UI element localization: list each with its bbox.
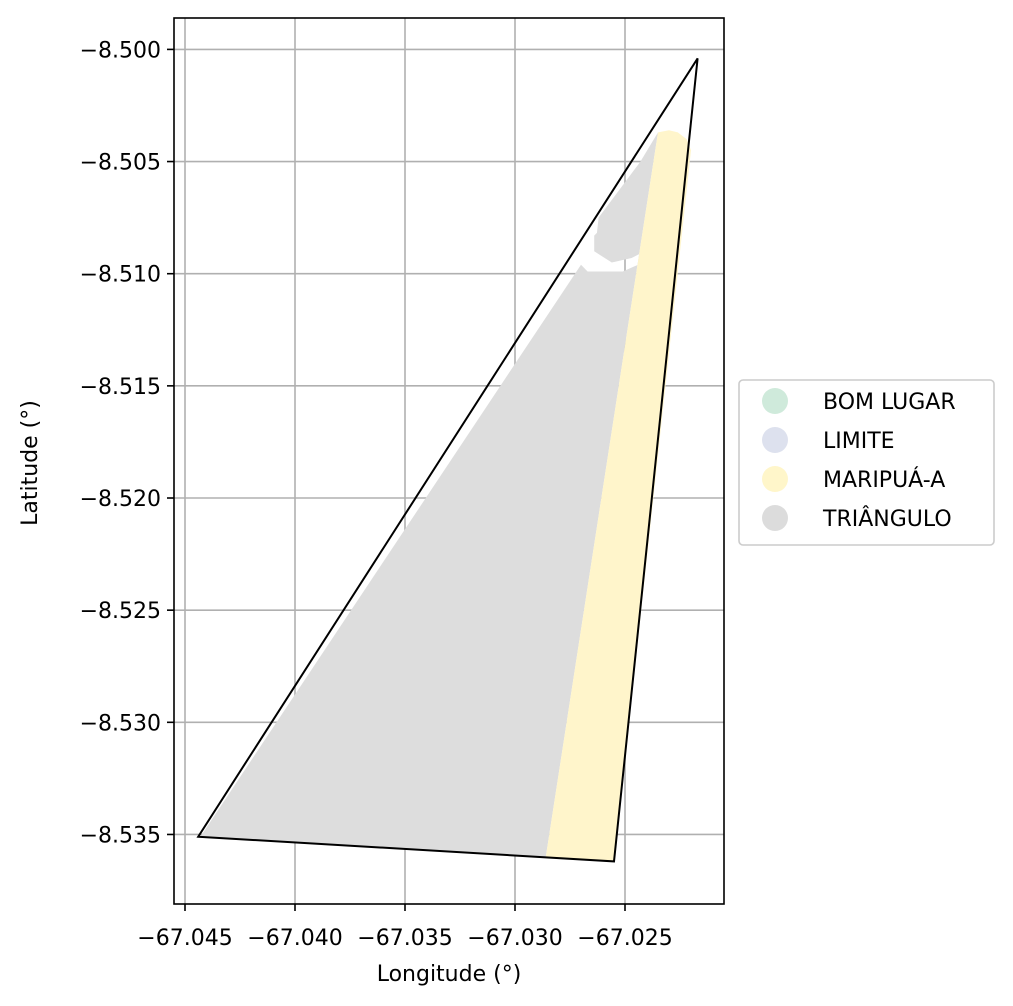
y-tick-label: −8.520: [80, 487, 161, 512]
region-triangulo: [200, 132, 658, 857]
legend-label: BOM LUGAR: [823, 390, 956, 415]
y-tick-label: −8.510: [80, 263, 161, 288]
region-maripua-a: [545, 130, 691, 862]
plot-frame: [173, 17, 725, 905]
x-tick-label: −67.025: [577, 926, 672, 951]
x-tick-label: −67.040: [247, 926, 342, 951]
legend-marker: [762, 427, 788, 453]
legend-label: MARIPUÁ-A: [823, 467, 945, 493]
legend-marker: [762, 505, 788, 531]
y-tick-label: −8.530: [80, 711, 161, 736]
boundary-layer: [196, 57, 699, 863]
x-tick-label: −67.035: [357, 926, 452, 951]
y-tick-label: −8.505: [80, 151, 161, 176]
y-axis-label: Latitude (°): [18, 400, 43, 526]
x-tick-label: −67.045: [137, 926, 232, 951]
x-axis-label: Longitude (°): [377, 962, 522, 987]
legend-box: [738, 379, 995, 546]
legend-label: LIMITE: [823, 429, 895, 454]
y-tick-label: −8.515: [80, 375, 161, 400]
y-tick-label: −8.535: [80, 823, 161, 848]
legend-marker: [762, 388, 788, 414]
boundary-outline: [196, 57, 699, 863]
x-tick-label: −67.030: [467, 926, 562, 951]
y-axis-ticks: −8.500 −8.505 −8.510 −8.515 −8.520 −8.525 −8.5…: [80, 38, 174, 848]
y-tick-label: −8.525: [80, 599, 161, 624]
map-regions: [200, 130, 691, 862]
y-tick-label: −8.500: [80, 38, 161, 63]
legend-marker: [762, 466, 788, 492]
legend-label: TRIÂNGULO: [822, 506, 952, 532]
x-axis-ticks: −67.045 −67.040 −67.035 −67.030 −67.025: [137, 904, 673, 951]
legend: BOM LUGAR LIMITE MARIPUÁ-A TRIÂNGULO: [738, 379, 995, 546]
